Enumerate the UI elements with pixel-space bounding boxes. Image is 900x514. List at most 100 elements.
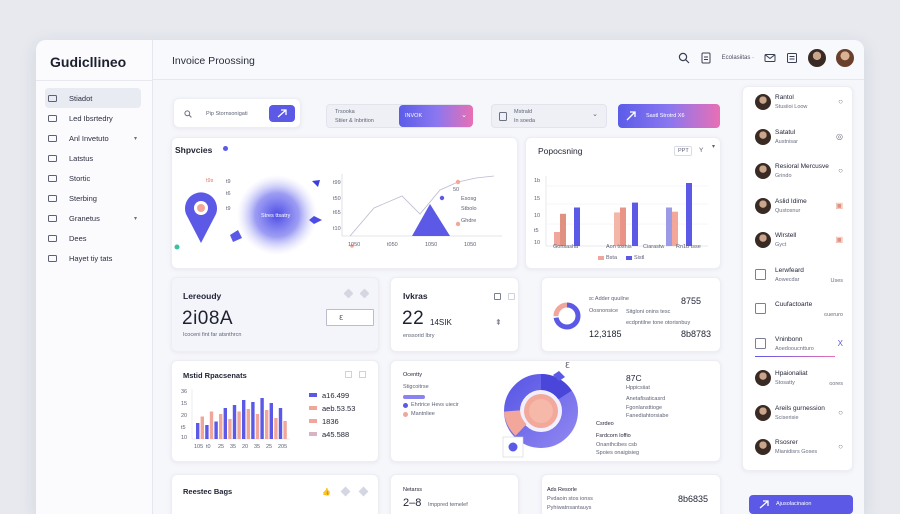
right-panel-item-control[interactable]: Uses xyxy=(830,277,843,284)
donut-bottom-4: Spoies onaigisieg xyxy=(596,450,640,456)
caret-down-icon[interactable]: ▾ xyxy=(712,144,716,150)
chart-bar xyxy=(242,400,246,439)
sidebar-item[interactable]: Stortic xyxy=(45,168,141,188)
right-panel-item[interactable]: Rsosrer Mianidisrs Goses ○ xyxy=(755,439,843,461)
ppt-toggle[interactable]: PPT xyxy=(674,146,692,156)
top-bar: Invoice Proossing Ecolasiitas · xyxy=(153,40,864,80)
sidebar-item-label: Latstus xyxy=(69,153,94,163)
legend-swatch xyxy=(309,432,317,436)
nav-icon xyxy=(48,194,57,202)
right-panel-item[interactable]: Hpaionaliat Stosatty ɢores xyxy=(755,370,843,392)
edit-box[interactable]: ℇ xyxy=(326,309,374,326)
top-bar-label[interactable]: Ecolasiitas · xyxy=(721,55,754,61)
mail-icon[interactable] xyxy=(764,52,776,64)
avatar xyxy=(755,232,771,248)
toggle-caret[interactable]: Y xyxy=(699,147,704,154)
x-tick: Gonsasha xyxy=(553,244,579,250)
filter-1-value-label: INVOK xyxy=(405,113,423,119)
filter-dropdown-1[interactable]: Trsooka Stiier & Inbrition INVOK ⌄ xyxy=(326,104,473,128)
right-panel-item[interactable]: Wlrstell Gyct ▣ xyxy=(755,232,843,254)
x-tick: 1050 xyxy=(464,242,477,248)
right-panel-item[interactable]: Satatul Austnisar ◎ xyxy=(755,128,843,151)
sidebar-item[interactable]: Hayet tiy tats xyxy=(45,248,141,268)
diamond-icon[interactable] xyxy=(358,486,369,497)
bottom-card-3-line-2: Pvdaoin stos ionss xyxy=(547,496,593,502)
sidebar-item[interactable]: Led Ibsrtedry xyxy=(45,108,141,128)
action-button[interactable]: Sastl Strotrd X6 xyxy=(618,104,720,128)
square-icon[interactable] xyxy=(359,371,366,378)
diamond-icon[interactable] xyxy=(343,288,354,299)
chevron-down-icon[interactable]: ▾ xyxy=(133,135,137,142)
sidebar-item[interactable]: Anl Invetuto ▾ xyxy=(45,128,141,148)
right-panel-item[interactable]: Lerwfeard Aowecdar Uses xyxy=(755,267,843,289)
right-panel-item-control[interactable]: X xyxy=(837,338,843,348)
chevron-down-icon: ⌄ xyxy=(592,111,598,118)
right-panel-item-control[interactable]: ◎ xyxy=(836,131,843,141)
search-submit-button[interactable] xyxy=(269,105,295,122)
map-card-title: Shpvcies xyxy=(175,145,213,155)
avatar xyxy=(755,128,771,145)
right-panel-item-control[interactable]: ○ xyxy=(838,442,843,451)
progress-line xyxy=(755,355,835,357)
chevron-down-icon[interactable]: ▾ xyxy=(133,215,137,222)
document-icon[interactable] xyxy=(700,52,712,64)
user-avatar[interactable] xyxy=(808,49,826,67)
donut-chart xyxy=(499,369,583,458)
sidebar-item[interactable]: Dees xyxy=(45,228,141,248)
document-icon xyxy=(499,112,507,121)
right-panel-item-control[interactable]: ▣ xyxy=(835,235,843,244)
nav-icon xyxy=(48,94,57,102)
right-panel-item[interactable]: Resioral Mercusve Grindo ○ xyxy=(755,163,843,185)
right-panel-item-control[interactable]: ○ xyxy=(838,166,843,175)
right-panel-item-control[interactable]: ɢueruro xyxy=(824,312,843,318)
sidebar-item[interactable]: Stiadot xyxy=(45,88,141,108)
sidebar-item[interactable]: Latstus xyxy=(45,148,141,168)
sidebar-item[interactable]: Sterbing xyxy=(45,188,141,208)
avatar xyxy=(755,163,771,179)
right-panel-item-control[interactable]: ○ xyxy=(838,97,843,106)
bar-chart-title: Mstid Rpacsenats xyxy=(183,371,247,380)
edit-icon[interactable]: ℇ xyxy=(565,361,570,370)
ppt-toggle-label: PPT xyxy=(678,148,689,154)
right-panel-item[interactable]: Aslid Idime Qustosnur ▣ xyxy=(755,197,843,220)
search-icon[interactable] xyxy=(678,52,690,64)
legend-label: 1836 xyxy=(322,417,339,426)
sidebar-item[interactable]: Granetus ▾ xyxy=(45,208,141,228)
donut-sub: Stigcoitrse xyxy=(403,384,429,390)
chart-bar xyxy=(255,414,260,439)
map-label: t9s xyxy=(206,178,214,184)
right-panel-item-control[interactable]: ○ xyxy=(838,407,843,417)
filter-dropdown-2[interactable]: Mstrald In soeda ⌄ xyxy=(491,104,607,128)
right-panel-item-sub: Aoedooucntturo xyxy=(775,345,814,352)
right-panel-item[interactable]: Vninbonn Aoedooucntturo X xyxy=(755,336,843,358)
diamond-icon[interactable] xyxy=(359,288,370,299)
thumbs-up-icon[interactable]: 👍 xyxy=(322,489,331,496)
square-icon[interactable] xyxy=(345,371,352,378)
y-tick: t50 xyxy=(333,196,341,202)
document-icon xyxy=(755,337,766,349)
chart-bar xyxy=(265,410,269,439)
right-panel-item-control[interactable]: ▣ xyxy=(835,200,843,210)
user-avatar-2[interactable] xyxy=(836,49,854,67)
square-icon[interactable] xyxy=(508,293,515,300)
chart-bar xyxy=(574,207,580,246)
right-panel-item-sub: Austnisar xyxy=(775,138,798,145)
right-panel-item-control[interactable]: ɢores xyxy=(829,381,843,387)
status-dot xyxy=(223,146,228,151)
bottom-card-2: Netarss 2–8 Imppred temelef xyxy=(390,474,519,514)
chart-bar xyxy=(283,421,287,439)
right-panel-button[interactable]: Ajusolacinaion xyxy=(749,495,853,514)
doc-icon[interactable] xyxy=(494,293,501,300)
x-tick: 20 xyxy=(242,444,249,450)
filter-1-value[interactable]: INVOK ⌄ xyxy=(399,105,473,127)
kpi-2-value: 22 xyxy=(402,308,425,329)
bottom-card-3-line-3: Pyhiwatnsantauys xyxy=(547,505,592,511)
search-box[interactable]: Pip Stornsonigati xyxy=(173,98,301,128)
right-panel-item[interactable]: Areils gurnession Sciserisie ○ xyxy=(755,404,843,427)
filter-2-line-2: In soeda xyxy=(514,118,536,124)
right-panel-item[interactable]: Rantol Stusiioi Loow ○ xyxy=(755,94,843,116)
diamond-icon[interactable] xyxy=(340,486,351,497)
nav-icon xyxy=(48,154,57,162)
right-panel-item[interactable]: Cuufactoarte ɢueruro xyxy=(755,301,843,323)
list-icon[interactable] xyxy=(786,52,798,64)
